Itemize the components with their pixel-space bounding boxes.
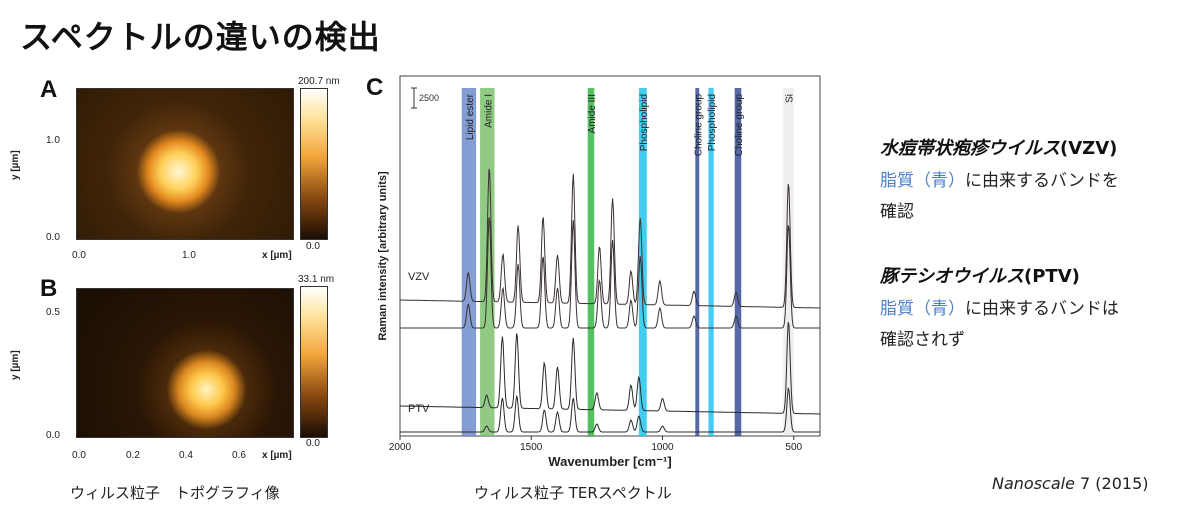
vzv-lipid-highlight: 脂質（青） bbox=[880, 171, 965, 191]
b-x-tick-06: 0.6 bbox=[232, 450, 246, 461]
ter-caption: ウィルス粒子 TERスペクトル bbox=[474, 484, 672, 502]
x-tick-label-1000: 1000 bbox=[651, 442, 674, 453]
band-label-0: Lipid ester bbox=[465, 93, 476, 140]
colorbar-a-max: 200.7 nm bbox=[298, 76, 340, 87]
y-axis-title: Raman intensity [arbitrary units] bbox=[377, 171, 389, 341]
citation: Nanoscale 7 (2015) bbox=[992, 474, 1149, 493]
a-x-tick-0: 0.0 bbox=[72, 250, 86, 261]
colorbar-b-max: 33.1 nm bbox=[298, 274, 335, 285]
afm-image-b bbox=[76, 288, 294, 438]
b-y-tick-05: 0.5 bbox=[46, 307, 60, 318]
a-y-label: y [µm] bbox=[10, 150, 21, 180]
x-tick-label-1500: 1500 bbox=[520, 442, 543, 453]
citation-journal: Nanoscale bbox=[992, 474, 1075, 493]
ptv-lipid-highlight: 脂質（青） bbox=[880, 299, 965, 319]
band-label-1: Amide I bbox=[483, 94, 494, 128]
b-x-tick-04: 0.4 bbox=[179, 450, 193, 461]
band-label-7: Si bbox=[785, 94, 796, 103]
ptv-note-line1: 脂質（青）に由来するバンドは bbox=[880, 294, 1190, 319]
x-axis-title: Wavenumber [cm⁻¹] bbox=[548, 454, 671, 469]
afm-image-a bbox=[76, 88, 294, 240]
series-label-ptv: PTV bbox=[408, 403, 430, 415]
a-x-tick-1: 1.0 bbox=[182, 250, 196, 261]
vzv-note: 水痘帯状疱疹ウイルス(VZV) 脂質（青）に由来するバンドを 確認 bbox=[880, 134, 1190, 222]
b-x-label: x [µm] bbox=[262, 450, 292, 461]
colorbar-b-min: 0.0 bbox=[306, 438, 320, 449]
spectrum-trace-vzv-0 bbox=[400, 168, 820, 309]
band-0 bbox=[461, 88, 477, 436]
a-y-tick-1: 1.0 bbox=[46, 135, 60, 146]
spectrum-trace-ptv-3 bbox=[400, 386, 820, 433]
band-6 bbox=[734, 88, 742, 436]
panel-b-label: B bbox=[40, 275, 58, 302]
ptv-name: 豚テシオウイルス bbox=[880, 266, 1024, 287]
band-2 bbox=[587, 88, 595, 436]
band-label-6: Choline group bbox=[734, 94, 745, 157]
spectrum-trace-ptv-2 bbox=[400, 321, 820, 415]
x-tick-label-500: 500 bbox=[785, 442, 802, 453]
band-label-5: Phospholipid bbox=[707, 94, 718, 151]
lines-layer: VZV PTV bbox=[400, 168, 820, 433]
spectrum-chart: Lipid ester Amide I Amide III Phospholipid C… bbox=[377, 75, 821, 469]
vzv-note-line1: 脂質（青）に由来するバンドを bbox=[880, 166, 1190, 191]
a-y-tick-0: 0.0 bbox=[46, 232, 60, 243]
vzv-abbr: (VZV) bbox=[1060, 138, 1118, 159]
slide-title: スペクトルの違いの検出 bbox=[20, 18, 381, 56]
vzv-line1-rest: に由来するバンドを bbox=[965, 171, 1119, 191]
b-x-tick-02: 0.2 bbox=[126, 450, 140, 461]
b-y-tick-0: 0.0 bbox=[46, 430, 60, 441]
b-x-tick-0: 0.0 bbox=[72, 450, 86, 461]
band-5 bbox=[708, 88, 714, 436]
ptv-line1-rest: に由来するバンドは bbox=[965, 299, 1119, 319]
bands-layer: Lipid ester Amide I Amide III Phospholipid C… bbox=[461, 88, 796, 436]
series-label-vzv: VZV bbox=[408, 271, 430, 283]
ptv-note-title: 豚テシオウイルス(PTV) bbox=[880, 262, 1190, 288]
band-label-3: Phospholipid bbox=[639, 94, 650, 151]
citation-rest: 7 (2015) bbox=[1074, 474, 1149, 493]
b-y-label: y [µm] bbox=[10, 350, 21, 380]
vzv-note-line2: 確認 bbox=[880, 202, 914, 222]
panel-c-label: C bbox=[366, 74, 384, 101]
a-x-label: x [µm] bbox=[262, 250, 292, 261]
band-3 bbox=[638, 88, 647, 436]
ticks-layer: 2000 1500 1000 500 bbox=[389, 436, 803, 453]
x-tick-label-2000: 2000 bbox=[389, 442, 412, 453]
ptv-abbr: (PTV) bbox=[1024, 266, 1080, 287]
band-label-2: Amide III bbox=[587, 94, 598, 133]
band-label-4: Choline group bbox=[693, 94, 704, 157]
colorbar-a-min: 0.0 bbox=[306, 241, 320, 252]
colorbar-b bbox=[300, 286, 328, 438]
ptv-note-line2: 確認されず bbox=[880, 330, 965, 350]
colorbar-a bbox=[300, 88, 328, 240]
ptv-note: 豚テシオウイルス(PTV) 脂質（青）に由来するバンドは 確認されず bbox=[880, 262, 1190, 350]
band-4 bbox=[695, 88, 700, 436]
vzv-name: 水痘帯状疱疹ウイルス bbox=[880, 138, 1060, 159]
spectrum-trace-vzv-1 bbox=[400, 217, 820, 329]
afm-caption: ウィルス粒子 トポグラフィ像 bbox=[70, 484, 280, 502]
panel-a-label: A bbox=[40, 76, 58, 103]
band-7 bbox=[783, 88, 794, 436]
scale-bar-label: 2500 bbox=[419, 93, 439, 103]
vzv-note-title: 水痘帯状疱疹ウイルス(VZV) bbox=[880, 134, 1190, 160]
